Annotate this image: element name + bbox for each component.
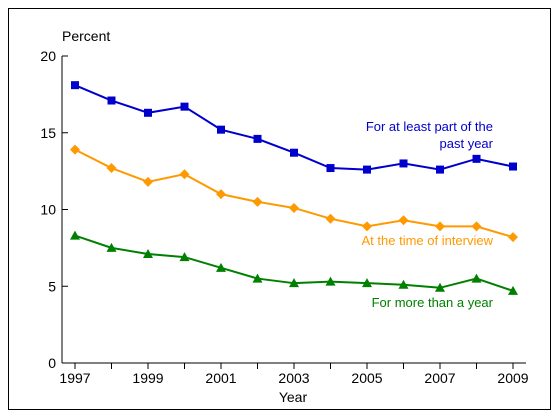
data-point-diamond bbox=[508, 232, 518, 243]
data-point-square bbox=[472, 154, 481, 163]
y-tick-label: 5 bbox=[48, 278, 56, 294]
data-point-diamond bbox=[179, 169, 190, 180]
series-line bbox=[74, 148, 514, 239]
series-2 bbox=[70, 230, 518, 295]
data-point-square bbox=[363, 165, 371, 174]
data-point-diamond bbox=[143, 176, 153, 187]
series-label: For at least part of the bbox=[366, 119, 493, 134]
y-axis-title: Percent bbox=[62, 28, 110, 44]
data-point-diamond bbox=[435, 221, 445, 232]
data-point-triangle bbox=[216, 262, 226, 272]
series-labels: For at least part of the past year At the … bbox=[362, 119, 494, 310]
y-tick-label: 15 bbox=[40, 125, 56, 141]
data-point-triangle bbox=[435, 282, 445, 292]
series-label: past year bbox=[440, 136, 494, 151]
data-point-square bbox=[326, 164, 335, 173]
y-tick-label: 20 bbox=[40, 48, 56, 64]
x-tick-label: 2001 bbox=[205, 370, 236, 386]
series-label: At the time of interview bbox=[362, 233, 494, 248]
x-tick-label: 2003 bbox=[278, 370, 309, 386]
data-point-triangle bbox=[289, 278, 299, 288]
ticks: 0 5 10 15 20 1997 1999 2001 2003 2005 2007 2009 bbox=[40, 48, 528, 386]
data-point-diamond bbox=[70, 144, 80, 155]
y-tick-label: 0 bbox=[48, 355, 56, 371]
x-tick-label: 1999 bbox=[132, 370, 163, 386]
x-tick-label: 2005 bbox=[351, 370, 382, 386]
data-point-triangle bbox=[179, 252, 190, 262]
data-point-triangle bbox=[508, 285, 518, 295]
data-point-square bbox=[290, 148, 298, 157]
x-tick-label: 2009 bbox=[497, 370, 528, 386]
data-point-square bbox=[107, 96, 116, 105]
data-point-diamond bbox=[471, 221, 482, 232]
data-point-diamond bbox=[252, 196, 263, 207]
data-point-diamond bbox=[398, 215, 409, 226]
data-point-square bbox=[71, 81, 79, 90]
data-point-triangle bbox=[398, 279, 409, 289]
series-0 bbox=[71, 81, 517, 174]
data-point-triangle bbox=[70, 230, 80, 240]
data-point-diamond bbox=[216, 189, 226, 200]
data-point-square bbox=[253, 134, 262, 143]
data-point-square bbox=[217, 125, 225, 134]
data-point-square bbox=[436, 165, 444, 174]
data-point-diamond bbox=[289, 202, 299, 213]
series-layer bbox=[70, 81, 518, 295]
data-point-triangle bbox=[143, 249, 153, 259]
x-tick-label: 2007 bbox=[424, 370, 455, 386]
data-point-square bbox=[509, 162, 517, 171]
series-label: For more than a year bbox=[372, 295, 494, 310]
chart-frame bbox=[8, 8, 551, 410]
data-point-triangle bbox=[362, 278, 372, 288]
data-point-diamond bbox=[106, 163, 117, 174]
x-axis-title: Year bbox=[279, 389, 308, 405]
x-tick-label: 1997 bbox=[59, 370, 90, 386]
data-point-triangle bbox=[106, 242, 117, 252]
data-point-triangle bbox=[325, 276, 336, 286]
series-1 bbox=[70, 144, 518, 243]
data-point-square bbox=[144, 108, 152, 117]
data-point-diamond bbox=[325, 213, 336, 224]
data-point-triangle bbox=[471, 273, 482, 283]
data-point-square bbox=[399, 159, 408, 168]
y-tick-label: 10 bbox=[40, 202, 56, 218]
data-point-triangle bbox=[252, 273, 263, 283]
data-point-diamond bbox=[362, 221, 372, 232]
data-point-square bbox=[180, 102, 189, 111]
